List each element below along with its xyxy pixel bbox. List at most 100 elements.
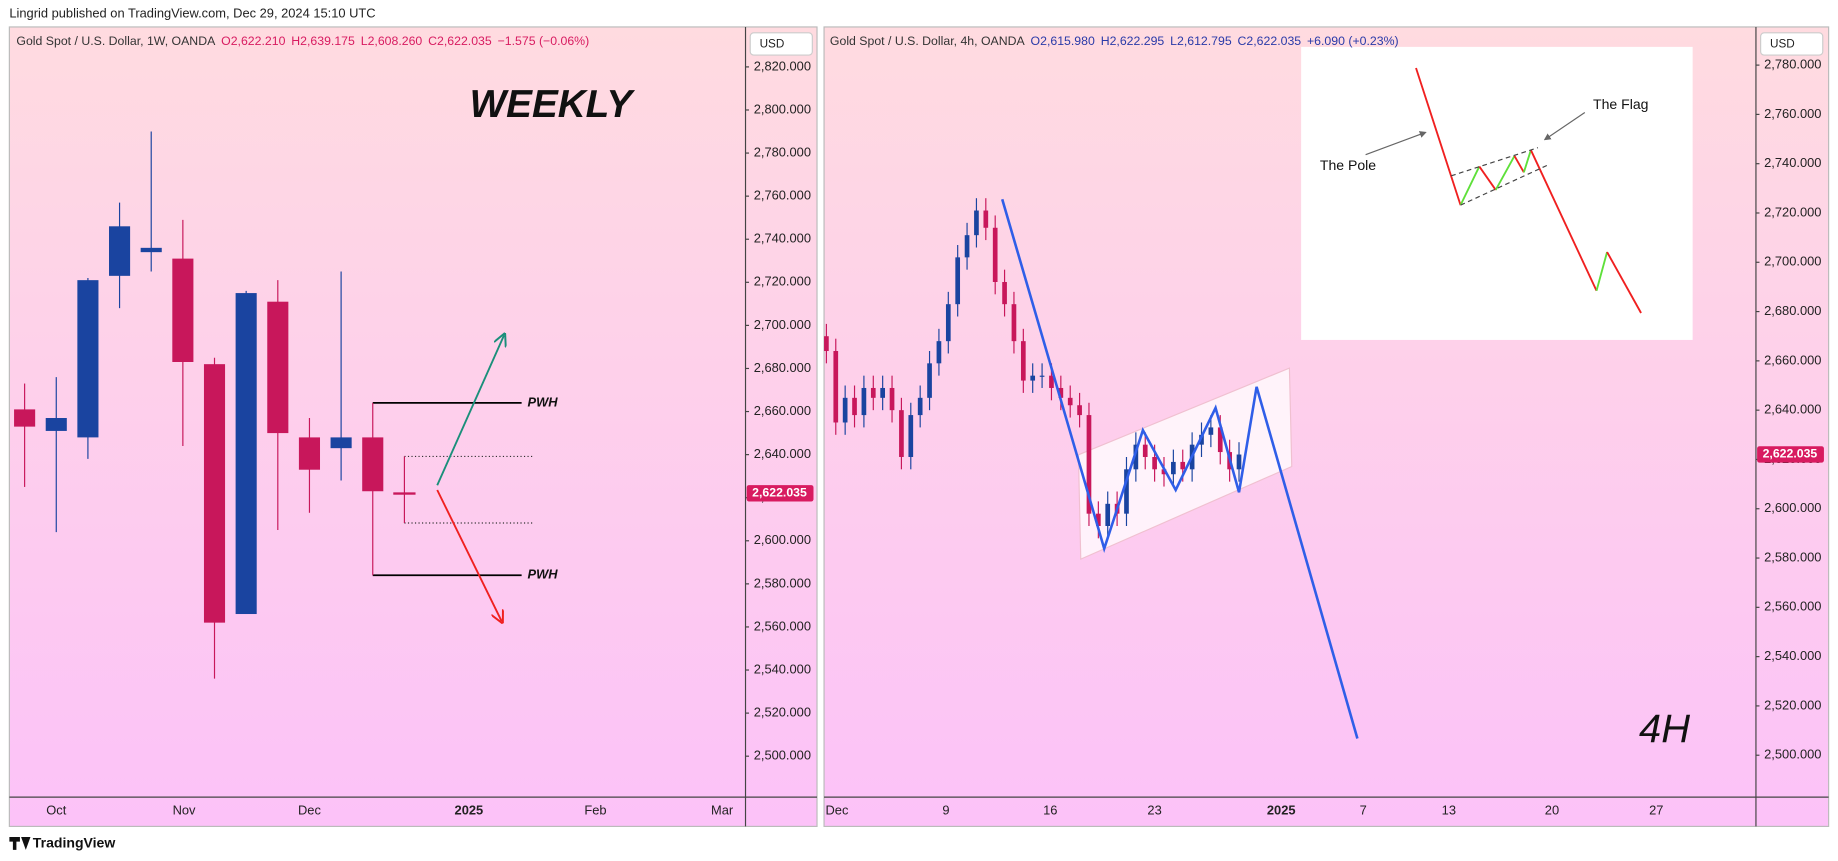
candle-body	[1002, 281, 1007, 305]
bull-arrow	[436, 335, 504, 486]
candle-body	[1152, 456, 1157, 470]
level-label: PWH	[527, 567, 558, 582]
inset-channel	[1450, 147, 1539, 177]
y-tick-label: 2,500.000	[754, 748, 811, 763]
x-tick-label: 23	[1147, 803, 1161, 818]
currency[interactable]: USD	[1770, 38, 1795, 51]
candle-body	[936, 341, 942, 364]
x-tick-label: Dec	[298, 803, 321, 818]
y-tick-label: 2,640.000	[754, 446, 811, 461]
inset-arrow	[1543, 112, 1586, 141]
candle-body	[945, 304, 951, 342]
candle-body	[1011, 304, 1017, 342]
y-tick-label: 2,780.000	[1764, 57, 1821, 72]
y-tick-label: 2,560.000	[1764, 599, 1821, 614]
y-tick-label: 2,720.000	[1764, 204, 1821, 219]
y-tick-label: 2,760.000	[754, 188, 811, 203]
candle-body	[974, 210, 979, 236]
panel-weekly	[8, 26, 818, 828]
candle-body	[870, 387, 876, 398]
candle-body	[1039, 375, 1045, 377]
candle-body	[77, 280, 99, 438]
candle-body	[1105, 503, 1111, 526]
chart-title: 4H	[1639, 707, 1690, 751]
y-tick-label: 2,600.000	[754, 532, 811, 547]
y-tick-label: 2,640.000	[1764, 402, 1821, 417]
legend-item: C2,622.035	[1238, 34, 1302, 48]
current-price-badge	[1757, 446, 1824, 463]
currency-button[interactable]	[749, 32, 813, 56]
inset-leg	[1459, 166, 1481, 206]
y-tick-label: 2,500.000	[1764, 747, 1821, 762]
level-label: PWH	[527, 394, 558, 409]
x-tick-label: Feb	[584, 803, 606, 818]
candle-body	[14, 409, 36, 427]
legend-item: Gold Spot / U.S. Dollar, 4h, OANDA	[830, 34, 1026, 48]
candle-body	[964, 235, 970, 258]
inset-diagram	[1301, 46, 1693, 340]
y-tick-label: 2,780.000	[754, 144, 811, 159]
projection-path	[1000, 198, 1359, 739]
candle-body	[1086, 415, 1092, 514]
x-tick-label: 2025	[1267, 803, 1296, 818]
footer-logo	[9, 836, 31, 850]
candle-body	[992, 227, 998, 282]
candle-body	[1142, 444, 1148, 457]
current-price-label: 2,622.035	[1763, 447, 1818, 461]
candle-body	[267, 301, 289, 434]
candle-body	[393, 492, 416, 495]
candle-body	[833, 351, 839, 423]
y-tick-label: 2,800.000	[754, 101, 811, 116]
x-tick-label: 2025	[455, 803, 484, 818]
y-tick-label: 2,520.000	[754, 705, 811, 720]
inset-leg	[1513, 155, 1525, 173]
chart-title: WEEKLY	[470, 83, 636, 126]
x-tick-label: 13	[1442, 803, 1456, 818]
legend-item: O2,615.980	[1031, 34, 1095, 48]
candle-body	[330, 437, 352, 449]
candle-body	[861, 387, 867, 416]
published-note: Lingrid published on TradingView.com, De…	[9, 5, 375, 20]
currency[interactable]: USD	[760, 38, 785, 51]
legend-item: Gold Spot / U.S. Dollar, 1W, OANDA	[16, 34, 216, 48]
candle-body	[1067, 397, 1073, 406]
candle-body	[1217, 427, 1223, 453]
y-tick-label: 2,580.000	[754, 575, 811, 590]
candle-body	[1096, 513, 1101, 526]
candle-body	[852, 397, 857, 416]
x-tick-label: Oct	[46, 803, 66, 818]
footer-brand: TradingView	[33, 835, 116, 851]
candle-body	[1124, 469, 1129, 514]
y-tick-label: 2,740.000	[754, 231, 811, 246]
candle-body	[955, 257, 961, 305]
y-tick-label: 2,820.000	[754, 58, 811, 73]
candle-body	[842, 397, 848, 423]
candle-body	[1208, 427, 1214, 435]
candle-body	[1030, 375, 1036, 381]
candle-body	[1171, 461, 1176, 475]
y-tick-label: 2,660.000	[754, 403, 811, 418]
y-tick-label: 2,540.000	[754, 661, 811, 676]
candle-body	[889, 387, 895, 411]
inset-leg	[1494, 155, 1516, 191]
currency-button[interactable]	[1760, 32, 1824, 56]
candle-body	[880, 387, 886, 398]
candle-body	[172, 258, 194, 363]
candle-body	[908, 415, 914, 457]
legend-item: C2,622.035	[428, 34, 492, 48]
legend-item: H2,639.175	[291, 34, 355, 48]
candle-body	[1049, 375, 1054, 388]
candle-body	[235, 293, 257, 615]
y-tick-label: 2,700.000	[754, 317, 811, 332]
y-tick-label: 2,520.000	[1764, 697, 1821, 712]
y-tick-label: 2,680.000	[1764, 303, 1821, 318]
candle-body	[824, 336, 829, 352]
candle-body	[917, 397, 923, 416]
inset-label: The Flag	[1593, 96, 1648, 112]
candle-body	[1020, 341, 1026, 381]
x-tick-label: 7	[1360, 803, 1367, 818]
inset-leg	[1595, 251, 1608, 291]
x-tick-label: Mar	[711, 803, 734, 818]
candle-body	[1058, 387, 1064, 398]
candle-body	[109, 226, 131, 276]
